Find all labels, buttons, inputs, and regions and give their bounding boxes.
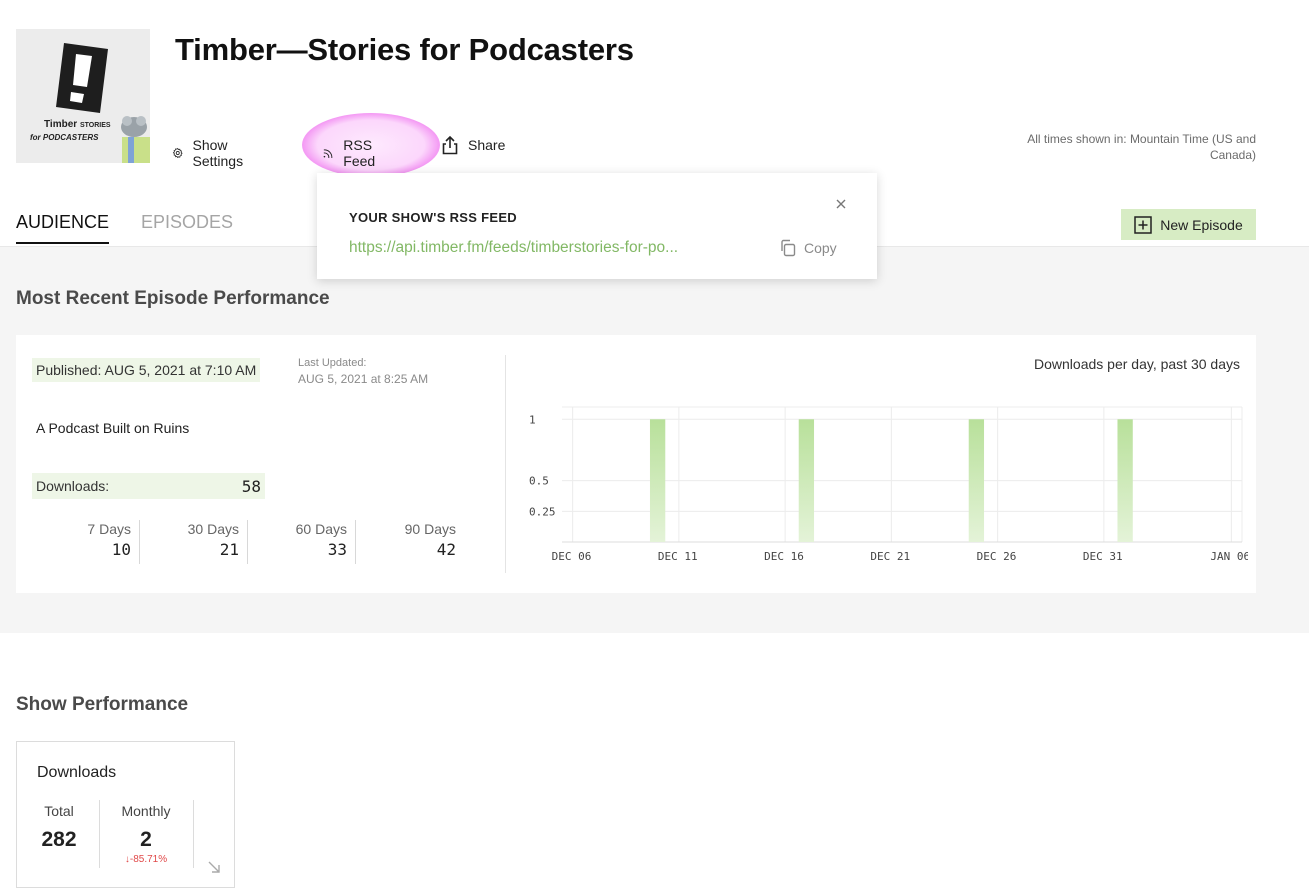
show-cover-art: Timber STORIES for PODCASTERS [16, 29, 150, 163]
period-value: 42 [436, 540, 456, 559]
timezone-note: All times shown in: Mountain Time (US an… [1027, 132, 1256, 162]
share-icon [442, 135, 458, 155]
rss-feed-url[interactable]: https://api.timber.fm/feeds/timberstorie… [349, 239, 679, 256]
last-updated: Last Updated: AUG 5, 2021 at 8:25 AM [298, 355, 428, 387]
total-value: 282 [41, 828, 77, 851]
total-label: Total [44, 803, 74, 819]
period-label: 90 Days [404, 521, 456, 537]
cover-brand-text: Timber STORIES [44, 119, 111, 130]
copy-label: Copy [804, 240, 837, 256]
recent-performance-title: Most Recent Episode Performance [16, 288, 330, 309]
chart-title: Downloads per day, past 30 days [1034, 356, 1240, 372]
chart-bar [798, 419, 815, 542]
new-episode-button[interactable]: New Episode [1121, 209, 1256, 240]
episode-title[interactable]: A Podcast Built on Ruins [36, 420, 190, 436]
chart-y-tick-label: 0.5 [529, 475, 549, 488]
period-90-days: 90 Days 42 [356, 520, 464, 564]
chart-x-tick-label: DEC 11 [658, 550, 698, 563]
stat-divider [99, 800, 100, 868]
period-value: 10 [111, 540, 131, 559]
cover-brand-subtext: for PODCASTERS [30, 133, 99, 142]
chart-x-tick-label: DEC 21 [870, 550, 910, 563]
period-downloads: 7 Days 10 30 Days 21 60 Days 33 90 Days … [32, 520, 464, 564]
rss-icon [323, 149, 333, 158]
episode-downloads: Downloads: 58 [32, 473, 265, 499]
chart-x-tick-label: DEC 16 [764, 550, 804, 563]
chart-y-tick-label: 1 [529, 413, 536, 426]
chart-bar [649, 419, 666, 542]
period-value: 21 [219, 540, 239, 559]
rss-feed-popover: YOUR SHOW'S RSS FEED https://api.timber.… [317, 173, 877, 279]
show-title: Timber—Stories for Podcasters [175, 32, 634, 67]
total-downloads-stat: Total 282 [17, 802, 101, 868]
downloads-label: Downloads: [36, 478, 110, 494]
tab-audience[interactable]: AUDIENCE [16, 212, 110, 244]
period-label: 30 Days [187, 521, 239, 537]
rss-popover-title: YOUR SHOW'S RSS FEED [349, 210, 517, 225]
downloads-card-title: Downloads [37, 764, 117, 781]
monthly-label: Monthly [121, 803, 171, 819]
monthly-downloads-stat: Monthly 2 ↓-85.71% [104, 802, 188, 868]
last-updated-label: Last Updated: [298, 357, 367, 369]
chart-bar [1117, 419, 1133, 542]
gear-icon [172, 147, 183, 159]
last-updated-value: AUG 5, 2021 at 8:25 AM [298, 372, 429, 386]
show-settings-button[interactable]: Show Settings [172, 137, 250, 169]
period-label: 7 Days [87, 521, 131, 537]
recent-episode-card: Published: AUG 5, 2021 at 7:10 AM Last U… [16, 335, 1256, 593]
downloads-summary-card: Downloads Total 282 Monthly 2 ↓-85.71% [16, 741, 235, 888]
chart-x-tick-label: JAN 06 [1210, 550, 1248, 563]
close-icon[interactable] [834, 197, 848, 211]
new-episode-label: New Episode [1160, 216, 1243, 233]
expand-arrow-icon[interactable] [207, 860, 221, 874]
tab-episodes[interactable]: EPISODES [141, 212, 234, 232]
published-date: Published: AUG 5, 2021 at 7:10 AM [32, 358, 261, 382]
stat-divider [193, 800, 194, 868]
downloads-value: 58 [241, 476, 261, 496]
copy-icon [781, 239, 796, 257]
share-label: Share [468, 137, 506, 153]
share-button[interactable]: Share [441, 135, 505, 155]
period-value: 33 [327, 540, 347, 559]
chart-bar [968, 419, 985, 542]
show-performance-title: Show Performance [16, 694, 189, 715]
period-label: 60 Days [295, 521, 347, 537]
monthly-value: 2 [140, 828, 152, 851]
chart-y-tick-label: 0.25 [529, 505, 556, 518]
period-60-days: 60 Days 33 [248, 520, 356, 564]
card-divider [505, 355, 506, 573]
period-7-days: 7 Days 10 [32, 520, 140, 564]
monthly-change: ↓-85.71% [124, 854, 168, 865]
rss-feed-label: RSS Feed [343, 137, 376, 169]
rss-feed-button[interactable]: RSS Feed [322, 137, 383, 169]
copy-url-button[interactable]: Copy [779, 239, 837, 257]
period-30-days: 30 Days 21 [140, 520, 248, 564]
chart-x-tick-label: DEC 06 [552, 550, 592, 563]
chart-x-tick-label: DEC 31 [1083, 550, 1123, 563]
main-tabs: AUDIENCE EPISODES [16, 212, 265, 244]
rss-highlight-annotation [302, 113, 440, 177]
plus-square-icon [1134, 215, 1152, 234]
downloads-per-day-chart: 1 0.5 0.25 DEC 06 DEC 11 DEC 16 DEC 21 DEC 26 DE… [529, 406, 1248, 563]
chart-x-tick-label: DEC 26 [977, 550, 1017, 563]
show-settings-label: Show Settings [192, 137, 244, 169]
